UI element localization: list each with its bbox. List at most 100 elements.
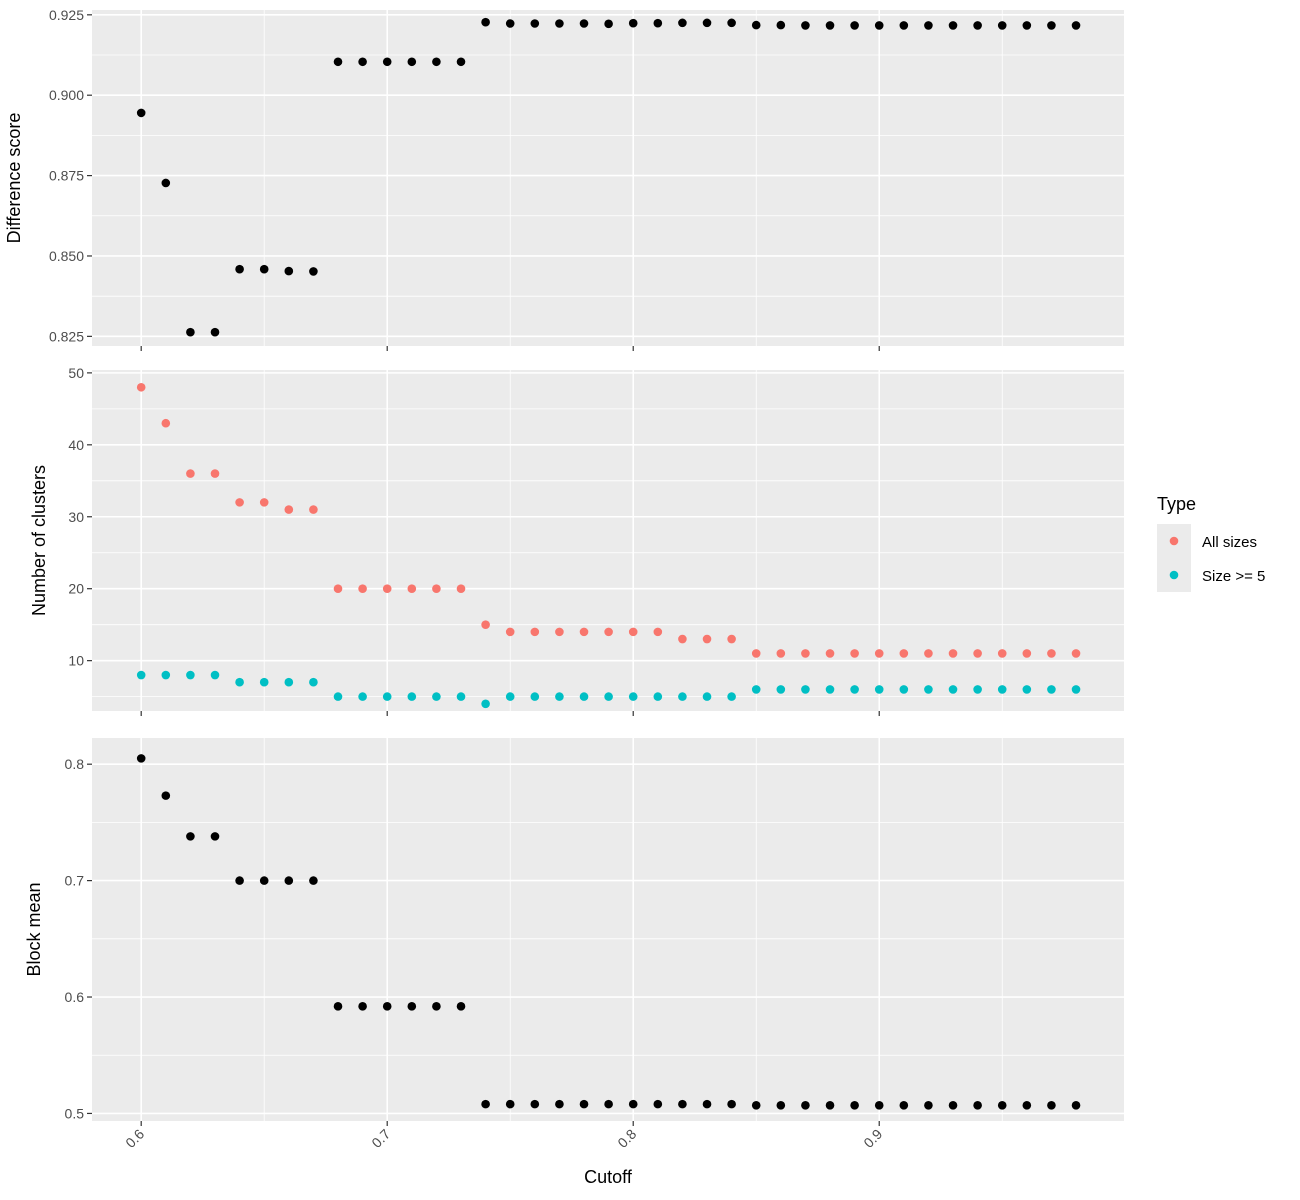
data-point xyxy=(186,832,195,841)
data-point xyxy=(924,685,933,694)
data-point xyxy=(973,1100,982,1110)
y-tick-label: 0.825 xyxy=(49,328,84,344)
x-axis-title: Cutoff xyxy=(584,1167,633,1187)
data-point xyxy=(850,685,859,694)
data-point xyxy=(1071,21,1081,30)
data-point xyxy=(825,685,835,694)
series-2 xyxy=(136,670,1081,709)
legend-entry: Size >= 5 xyxy=(1157,558,1265,592)
y-tick-label: 0.925 xyxy=(49,7,84,23)
data-point xyxy=(801,685,810,694)
data-point xyxy=(284,505,294,514)
y-tick-label: 0.6 xyxy=(65,989,85,1005)
data-point xyxy=(136,108,146,118)
data-point xyxy=(751,1100,761,1110)
data-point xyxy=(309,876,318,885)
data-point xyxy=(653,1099,663,1109)
data-point xyxy=(801,21,810,30)
data-point xyxy=(776,649,786,658)
data-point xyxy=(1022,685,1032,694)
data-point xyxy=(235,876,244,885)
data-point xyxy=(333,57,343,67)
data-point xyxy=(997,649,1007,658)
data-point xyxy=(628,692,638,701)
data-point xyxy=(825,649,835,658)
data-point xyxy=(210,670,220,680)
data-point xyxy=(1047,685,1056,694)
data-point xyxy=(358,584,367,594)
data-point xyxy=(382,584,392,594)
data-point xyxy=(136,754,146,763)
data-point xyxy=(259,264,269,274)
data-point xyxy=(530,1099,540,1109)
legend: Type All sizes Size >= 5 xyxy=(1157,494,1265,592)
data-point xyxy=(948,685,958,694)
data-point xyxy=(407,1002,417,1011)
x-tick-label: 0.7 xyxy=(368,1126,393,1151)
data-point xyxy=(825,1100,835,1110)
data-point xyxy=(382,57,392,67)
data-point xyxy=(432,692,441,701)
legend-title: Type xyxy=(1157,494,1196,514)
y-tick-label: 0.8 xyxy=(65,756,85,772)
data-point xyxy=(604,1099,613,1109)
y-tick-label: 0.875 xyxy=(49,168,84,184)
data-point xyxy=(702,18,712,28)
data-point xyxy=(751,20,761,30)
data-point xyxy=(1022,1100,1032,1110)
data-point xyxy=(924,21,933,30)
data-point xyxy=(382,692,392,701)
x-tick-label: 0.6 xyxy=(122,1126,147,1151)
data-point xyxy=(653,627,663,637)
data-point xyxy=(776,685,786,694)
data-point xyxy=(161,178,171,188)
data-point xyxy=(997,21,1007,30)
data-point xyxy=(333,1002,343,1011)
data-point xyxy=(186,670,195,680)
data-point xyxy=(579,692,589,701)
data-point xyxy=(678,634,687,644)
data-point xyxy=(850,1100,859,1110)
y-tick-label: 0.7 xyxy=(65,873,85,889)
data-point xyxy=(874,685,884,694)
data-point xyxy=(899,685,909,694)
data-point xyxy=(628,627,638,637)
data-point xyxy=(1071,1100,1081,1110)
data-point xyxy=(874,1100,884,1110)
data-point xyxy=(948,1100,958,1110)
data-point xyxy=(555,692,564,701)
y-tick-label: 40 xyxy=(68,437,84,453)
data-point xyxy=(235,677,244,687)
data-point xyxy=(407,692,417,701)
data-point xyxy=(309,677,318,687)
data-point xyxy=(555,19,564,28)
data-point xyxy=(358,1002,367,1011)
data-point xyxy=(579,19,589,28)
data-point xyxy=(825,21,835,30)
data-point xyxy=(973,685,982,694)
data-point xyxy=(505,692,515,701)
data-point xyxy=(899,649,909,658)
data-point xyxy=(456,57,466,67)
series-1 xyxy=(136,754,1081,1110)
panel-background xyxy=(92,10,1124,346)
y-tick-label: 0.5 xyxy=(65,1105,85,1121)
data-point xyxy=(382,1002,392,1011)
data-point xyxy=(924,649,933,658)
y-axis-title: Difference score xyxy=(4,113,24,244)
data-point xyxy=(259,498,269,507)
data-point xyxy=(579,627,589,637)
data-point xyxy=(481,1099,490,1109)
data-point xyxy=(776,1100,786,1110)
data-point xyxy=(604,692,613,701)
data-point xyxy=(210,327,220,337)
data-point xyxy=(997,685,1007,694)
legend-label: Size >= 5 xyxy=(1202,568,1265,585)
data-point xyxy=(899,1100,909,1110)
y-tick-label: 0.900 xyxy=(49,87,84,103)
data-point xyxy=(210,469,220,478)
data-point xyxy=(1071,685,1081,694)
data-point xyxy=(899,21,909,30)
data-point xyxy=(973,649,982,658)
